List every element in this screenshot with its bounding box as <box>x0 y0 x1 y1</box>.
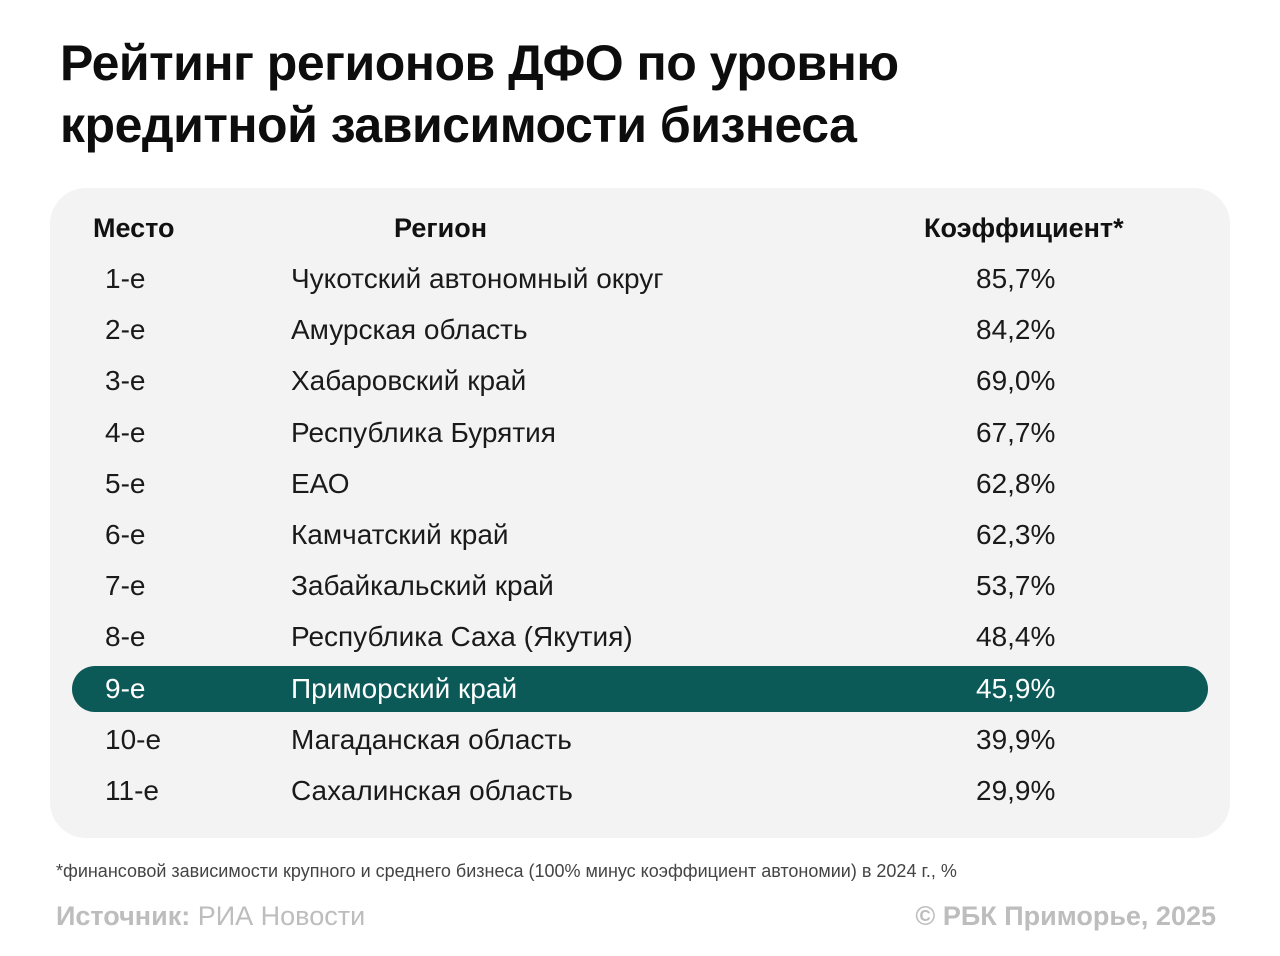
table-row: 3-е Хабаровский край 69,0% <box>72 358 1208 404</box>
table-row: 2-е Амурская область 84,2% <box>72 307 1208 353</box>
row-place: 7-е <box>105 570 146 601</box>
table-card <box>50 188 1230 838</box>
row-place: 6-е <box>105 519 146 550</box>
row-coefficient: 39,9% <box>976 724 1056 755</box>
row-coefficient: 84,2% <box>976 314 1056 345</box>
footnote: *финансовой зависимости крупного и средн… <box>56 861 957 881</box>
row-region: Магаданская область <box>291 724 572 755</box>
row-coefficient: 67,7% <box>976 417 1056 448</box>
row-coefficient: 48,4% <box>976 621 1056 652</box>
row-region: Приморский край <box>291 673 518 704</box>
row-region: Чукотский автономный округ <box>291 263 664 294</box>
source: Источник: РИА Новости <box>56 898 365 934</box>
row-place: 11-е <box>105 775 159 806</box>
row-region: Забайкальский край <box>291 570 554 601</box>
source-value: РИА Новости <box>197 901 366 931</box>
table-row: 7-е Забайкальский край 53,7% <box>72 563 1208 609</box>
table-row: 4-е Республика Бурятия 67,7% <box>72 410 1208 456</box>
row-region: ЕАО <box>291 468 350 499</box>
row-place: 9-е <box>105 673 146 704</box>
row-coefficient: 85,7% <box>976 263 1056 294</box>
title-line-1: Рейтинг регионов ДФО по уровню <box>60 35 899 91</box>
table-row: 8-е Республика Саха (Якутия) 48,4% <box>72 614 1208 660</box>
row-place: 5-е <box>105 468 146 499</box>
row-place: 4-е <box>105 417 146 448</box>
copyright: © РБК Приморье, 2025 <box>915 901 1216 931</box>
row-place: 2-е <box>105 314 146 345</box>
column-header-place: Место <box>93 213 175 243</box>
table-row: 11-е Сахалинская область 29,9% <box>72 768 1208 814</box>
source-label: Источник: <box>56 901 191 931</box>
column-header-coefficient: Коэффициент* <box>924 213 1124 243</box>
table-row: 1-е Чукотский автономный округ 85,7% <box>72 256 1208 302</box>
row-place: 3-е <box>105 365 146 396</box>
row-region: Сахалинская область <box>291 775 573 806</box>
row-region: Республика Бурятия <box>291 417 556 448</box>
table-row-highlighted: 9-е Приморский край 45,9% <box>72 666 1208 712</box>
row-coefficient: 45,9% <box>976 673 1056 704</box>
column-header-region: Регион <box>394 213 487 243</box>
table-row: 6-е Камчатский край 62,3% <box>72 512 1208 558</box>
row-coefficient: 53,7% <box>976 570 1056 601</box>
row-place: 8-е <box>105 621 146 652</box>
row-coefficient: 62,3% <box>976 519 1056 550</box>
page-title: Рейтинг регионов ДФО по уровню кредитной… <box>60 32 1220 156</box>
row-region: Хабаровский край <box>291 365 527 396</box>
row-region: Камчатский край <box>291 519 509 550</box>
table-row: 5-е ЕАО 62,8% <box>72 461 1208 507</box>
row-coefficient: 62,8% <box>976 468 1056 499</box>
row-coefficient: 69,0% <box>976 365 1056 396</box>
row-region: Республика Саха (Якутия) <box>291 621 633 652</box>
table-row: 10-е Магаданская область 39,9% <box>72 717 1208 763</box>
title-line-2: кредитной зависимости бизнеса <box>60 97 857 153</box>
row-region: Амурская область <box>291 314 528 345</box>
row-coefficient: 29,9% <box>976 775 1056 806</box>
row-place: 1-е <box>105 263 146 294</box>
row-place: 10-е <box>105 724 162 755</box>
